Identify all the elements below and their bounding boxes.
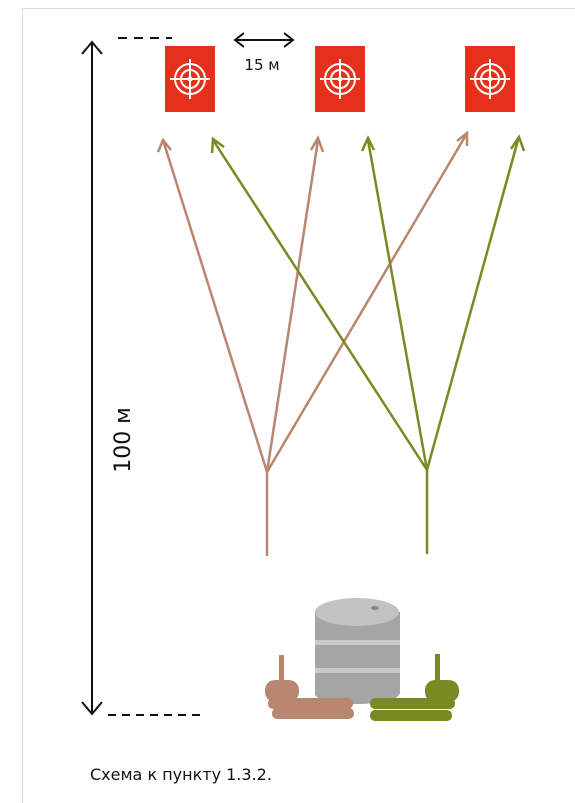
distance-label: 100 м <box>111 407 136 473</box>
target <box>314 45 366 113</box>
fire-lines-green <box>210 134 526 554</box>
distance-arrow <box>81 32 295 716</box>
fire-lines-brown <box>156 130 469 556</box>
shooter-left <box>265 655 354 719</box>
frame <box>22 8 575 803</box>
caption: Схема к пункту 1.3.2. <box>90 765 272 784</box>
barrel <box>315 598 400 704</box>
spacing-label: 15 м <box>244 56 279 74</box>
target <box>164 45 216 113</box>
shooter-right <box>370 654 459 721</box>
target <box>464 45 516 113</box>
